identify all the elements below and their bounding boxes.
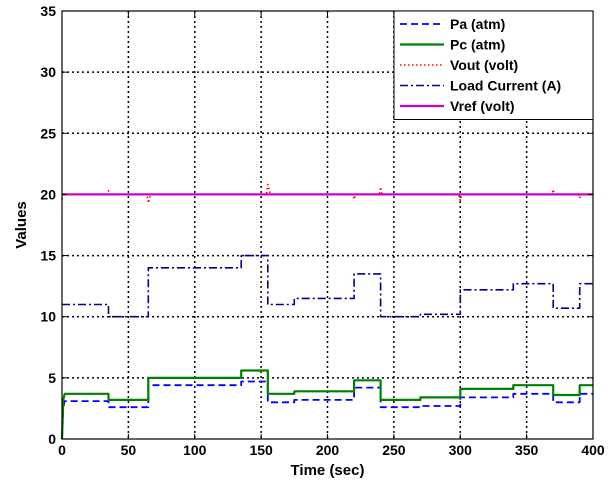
legend-label: Load Current (A) — [450, 78, 561, 94]
x-tick-label: 100 — [183, 442, 207, 458]
y-tick-label: 20 — [40, 186, 56, 202]
y-tick-label: 15 — [40, 248, 56, 264]
series-line-pa-atm — [61, 380, 593, 440]
series-line-load-current-a — [62, 254, 593, 318]
x-tick-label: 250 — [382, 442, 406, 458]
y-tick-label: 0 — [48, 431, 56, 447]
ticks: 0 50 100 150 200 250 300 350 400 0 5 10 15 20 25 30 35 — [40, 3, 604, 458]
x-tick-label: 50 — [121, 442, 137, 458]
legend-label: Vout (volt) — [450, 57, 518, 73]
y-tick-label: 25 — [40, 125, 56, 141]
y-tick-label: 10 — [40, 309, 56, 325]
x-tick-label: 350 — [515, 442, 539, 458]
x-tick-label: 0 — [58, 442, 66, 458]
y-axis-label: Values — [13, 201, 30, 249]
x-tick-label: 200 — [316, 442, 340, 458]
legend-box — [393, 10, 594, 120]
y-tick-label: 30 — [40, 64, 56, 80]
y-tick-label: 35 — [40, 3, 56, 19]
legend-label: Pc (atm) — [450, 37, 505, 53]
legend-label: Pa (atm) — [450, 16, 505, 32]
x-axis-label: Time (sec) — [291, 462, 365, 479]
y-tick-label: 5 — [48, 370, 56, 386]
legend-label: Vref (volt) — [450, 98, 515, 114]
series-layer — [60, 183, 593, 440]
series-line-pc-atm — [60, 369, 593, 440]
legend: Pa (atm) Pc (atm) Vout (volt) Load Current … — [393, 10, 594, 120]
x-tick-label: 150 — [249, 442, 273, 458]
x-tick-label: 400 — [581, 442, 605, 458]
x-tick-label: 300 — [449, 442, 473, 458]
